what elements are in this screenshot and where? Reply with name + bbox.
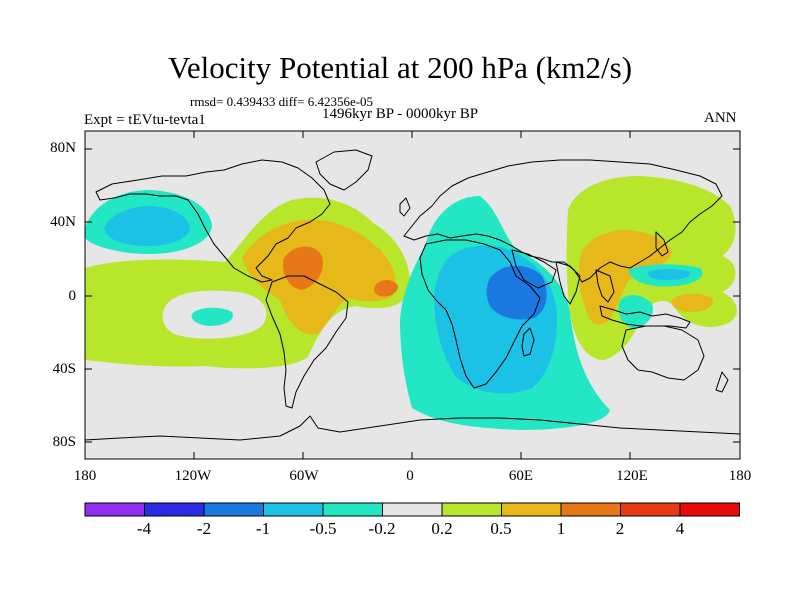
coast-japan <box>655 231 669 257</box>
lon-label-0: 0 <box>406 468 414 484</box>
lat-label-80s: 80S <box>52 434 76 450</box>
contour-negative-indonesia <box>618 295 653 328</box>
contour-dark-orange-atlantic <box>374 280 398 297</box>
colorbar-label-0-2: 0.2 <box>431 519 453 538</box>
colorbar-box-2 <box>203 502 264 517</box>
contour-orange-wpacific <box>671 293 713 312</box>
lat-label-40s: 40S <box>52 361 76 377</box>
coast-greenland <box>315 149 373 191</box>
coast-antarctica <box>85 415 740 441</box>
colorbar <box>84 502 740 517</box>
lon-label-120e: 120E <box>616 468 648 484</box>
colorbar-label-neg0-5: -0.5 <box>309 519 337 538</box>
colorbar-box-9 <box>620 502 681 517</box>
lat-label-40n: 40N <box>50 214 76 230</box>
colorbar-label-1: 1 <box>556 519 566 538</box>
colorbar-box-4 <box>322 502 383 517</box>
lon-label-180w: 180 <box>73 468 97 484</box>
colorbar-box-10 <box>679 502 740 517</box>
coastlines <box>85 149 740 441</box>
contour-fields <box>85 176 737 430</box>
coast-madagascar <box>521 327 535 357</box>
contour-dark-orange-americas <box>282 246 323 290</box>
colorbar-label-neg2: -2 <box>196 519 212 538</box>
coast-arabia <box>511 249 557 289</box>
coast-india <box>555 261 581 305</box>
colorbar-label-neg0-2: -0.2 <box>368 519 396 538</box>
coast-new-zealand <box>715 371 729 393</box>
coast-southeast-asia <box>595 269 615 303</box>
lon-label-60w: 60W <box>289 468 319 484</box>
contour-negative-wpacific-core <box>647 269 691 280</box>
period-label: 1496kyr BP - 0000kyr BP <box>322 106 479 122</box>
coast-uk <box>399 197 411 217</box>
colorbar-box-5 <box>382 502 443 517</box>
contour-negative-africa-core <box>486 265 547 320</box>
lat-label-80n: 80N <box>50 140 76 156</box>
coast-africa <box>419 239 541 389</box>
coast-australia <box>621 325 705 381</box>
coast-north-america <box>95 159 331 283</box>
colorbar-box-3 <box>263 502 324 517</box>
contour-negative-pacific-small <box>191 307 233 326</box>
stats-line: rmsd= 0.439433 diff= 6.42356e-05 <box>190 94 374 109</box>
colorbar-label-2: 2 <box>615 519 625 538</box>
colorbar-label-neg1: -1 <box>255 519 271 538</box>
map-frame <box>84 130 741 460</box>
colorbar-box-6 <box>441 502 502 517</box>
lat-label-0: 0 <box>68 288 77 304</box>
contour-negative-npacific-core <box>104 206 190 246</box>
colorbar-label-neg4: -4 <box>136 519 152 538</box>
colorbar-box-8 <box>560 502 621 517</box>
lon-label-60e: 60E <box>508 468 534 484</box>
coast-indonesia <box>599 305 691 329</box>
contour-orange-asia <box>578 230 672 325</box>
coast-europe-asia <box>403 159 723 283</box>
map-title: Velocity Potential at 200 hPa (km2/s) <box>167 50 633 85</box>
experiment-label: Expt = tEVtu-tevta1 <box>84 112 206 128</box>
lon-label-180e: 180 <box>728 468 752 484</box>
coast-south-america <box>265 275 349 409</box>
colorbar-box-7 <box>501 502 562 517</box>
colorbar-label-4: 4 <box>675 519 685 538</box>
season-label: ANN <box>704 110 737 126</box>
colorbar-label-0-5: 0.5 <box>490 519 512 538</box>
lon-label-120w: 120W <box>174 468 212 484</box>
colorbar-box-0 <box>84 502 145 517</box>
colorbar-box-1 <box>144 502 205 517</box>
